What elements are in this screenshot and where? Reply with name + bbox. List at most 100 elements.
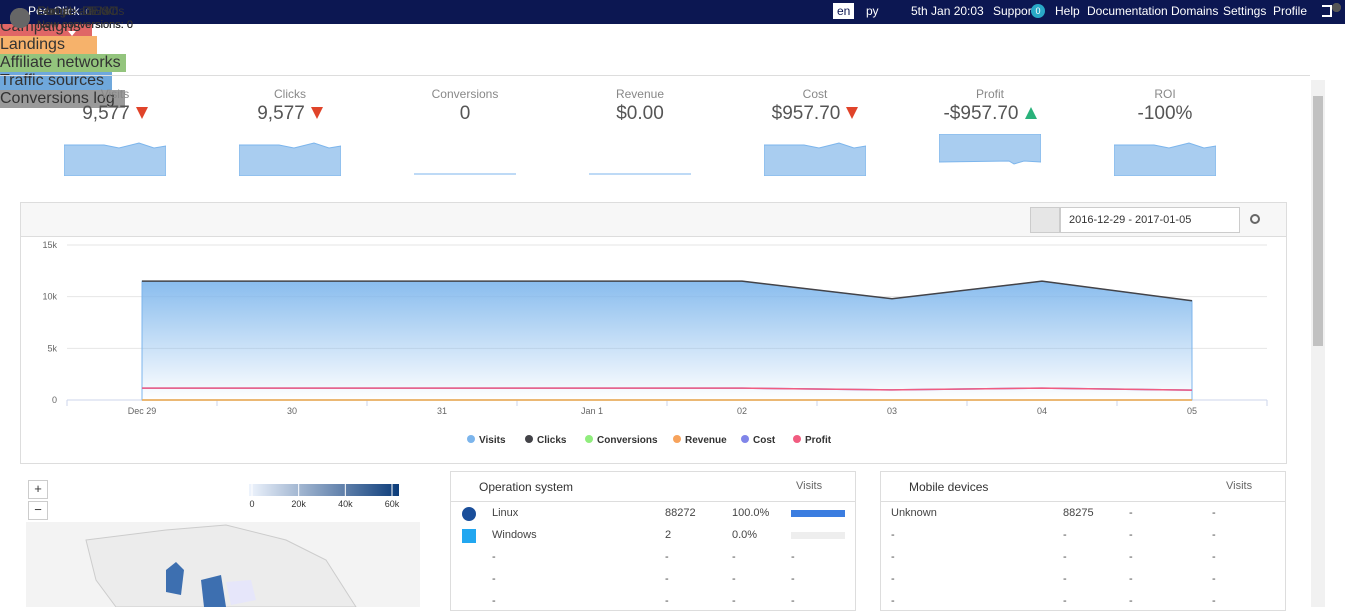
ws-sub: New conversions: 0 (37, 19, 133, 31)
table-cell: - (1212, 551, 1216, 563)
sparkline (1114, 142, 1216, 176)
table-cell: Windows (492, 529, 537, 541)
ws-name: Europe - TEST (37, 4, 117, 18)
metric-select[interactable]: Visits (796, 480, 823, 492)
metric-label: Profit (975, 87, 1004, 101)
metric-label: Visits (100, 87, 130, 101)
table-cell: - (891, 573, 895, 585)
ws-close[interactable] (1332, 3, 1341, 12)
x-tick-label: 04 (1037, 406, 1047, 416)
region (201, 575, 226, 607)
metric-value: 9,577 (210, 103, 370, 125)
sparkline (64, 142, 166, 176)
sparkline-area (239, 142, 341, 176)
trend-arrow (135, 107, 148, 119)
table-title: Operation system (479, 480, 574, 494)
scroll-thumb[interactable] (1313, 96, 1323, 346)
refresh-btn[interactable] (1250, 214, 1260, 224)
nav-link[interactable]: Profile (1273, 4, 1308, 18)
legend-marker (793, 435, 801, 443)
region (226, 580, 256, 605)
table-cell: - (1063, 595, 1067, 607)
x-tick-label: 30 (287, 406, 297, 416)
table-cell: - (732, 551, 736, 563)
ws-sub: New conversions: 0 (37, 19, 133, 31)
x-tick-label: 03 (887, 406, 897, 416)
area (141, 280, 1193, 401)
table-cell: - (492, 595, 496, 607)
divider (0, 75, 1310, 76)
tab[interactable]: Conversions log (0, 85, 126, 108)
legend-tick-label: 40k (338, 499, 353, 509)
region (166, 562, 184, 595)
legend-tick-label: 0 (249, 499, 254, 509)
table-cell: 2 (665, 529, 672, 541)
nav-link[interactable]: Settings (1223, 4, 1267, 18)
y-tick-label: 10k (42, 292, 57, 302)
table-cell: - (1129, 595, 1133, 607)
date-range[interactable]: 2016-12-29 - 2017-01-05 (1060, 207, 1240, 233)
metric-select[interactable]: Visits (1226, 480, 1253, 492)
table-cell: - (1063, 529, 1067, 541)
os-icon (462, 529, 476, 543)
nav-link[interactable]: Documentation (1087, 4, 1168, 18)
tab-label: Traffic sources (0, 72, 105, 89)
table-cell: - (791, 573, 795, 585)
legend-label: Revenue (685, 435, 727, 446)
metric-label: Cost (802, 87, 828, 101)
legend-marker (467, 435, 475, 443)
table-cell: - (1212, 573, 1216, 585)
map-legend-bar (249, 484, 399, 496)
x-tick-label: 02 (737, 406, 747, 416)
bar (791, 510, 845, 517)
table-cell: - (1063, 573, 1067, 585)
table-cell: 0.0% (732, 529, 758, 541)
table-cell: 100.0% (732, 507, 770, 519)
datetime: 5th Jan 20:03 (911, 4, 984, 18)
table-cell: - (1129, 551, 1133, 563)
metric-label: Revenue (615, 87, 665, 101)
ws-icon (10, 8, 30, 28)
lang[interactable]: ру (866, 4, 879, 18)
table-cell: - (1129, 573, 1133, 585)
caret (67, 31, 76, 53)
tab[interactable]: Landings (0, 31, 97, 54)
sparkline-area (1114, 142, 1216, 176)
metric-value: $957.70 (735, 103, 895, 125)
table-cell: - (1063, 551, 1067, 563)
calendar-btn[interactable] (1030, 207, 1060, 233)
sparkline (764, 142, 866, 176)
trend-arrow (846, 107, 859, 119)
legend-marker (525, 435, 533, 443)
ws-name: Global - DEMO (37, 4, 119, 18)
table-cell: - (1212, 529, 1216, 541)
legend-marker (741, 435, 749, 443)
table-title: Mobile devices (909, 480, 989, 494)
zoom-in[interactable]: + (28, 480, 48, 499)
map: 0 20k 40k 60k (26, 484, 420, 607)
sparkline (939, 134, 1041, 165)
logout-icon (1322, 5, 1332, 17)
table-cell: - (492, 551, 496, 563)
nav-link[interactable]: Support (993, 4, 1036, 18)
nav-link[interactable]: Help (1055, 4, 1080, 18)
table-cell: - (1129, 507, 1133, 519)
lang[interactable]: en (833, 3, 855, 19)
zoom-out[interactable]: − (28, 501, 48, 520)
legend-label: Cost (753, 435, 776, 446)
table-cell: - (492, 573, 496, 585)
table-cell: - (791, 595, 795, 607)
ws-sub: New conversions: 0 (37, 19, 133, 31)
table-cell: - (732, 573, 736, 585)
line (142, 387, 1193, 391)
metric-number: 9,577 (257, 103, 305, 124)
nav-link[interactable]: Domains (1171, 4, 1219, 18)
table-header (451, 472, 855, 502)
y-tick-label: 15k (42, 240, 57, 250)
tab[interactable]: Traffic sources (0, 72, 112, 90)
table-cell: Linux (492, 507, 519, 519)
line-chart: 0 5k 10k 15k Dec 29 30 31 Jan 1 02 03 04 05 Visits Cl… (42, 240, 1268, 446)
table-panel (450, 471, 856, 611)
tab[interactable]: Affiliate networks (0, 54, 126, 72)
